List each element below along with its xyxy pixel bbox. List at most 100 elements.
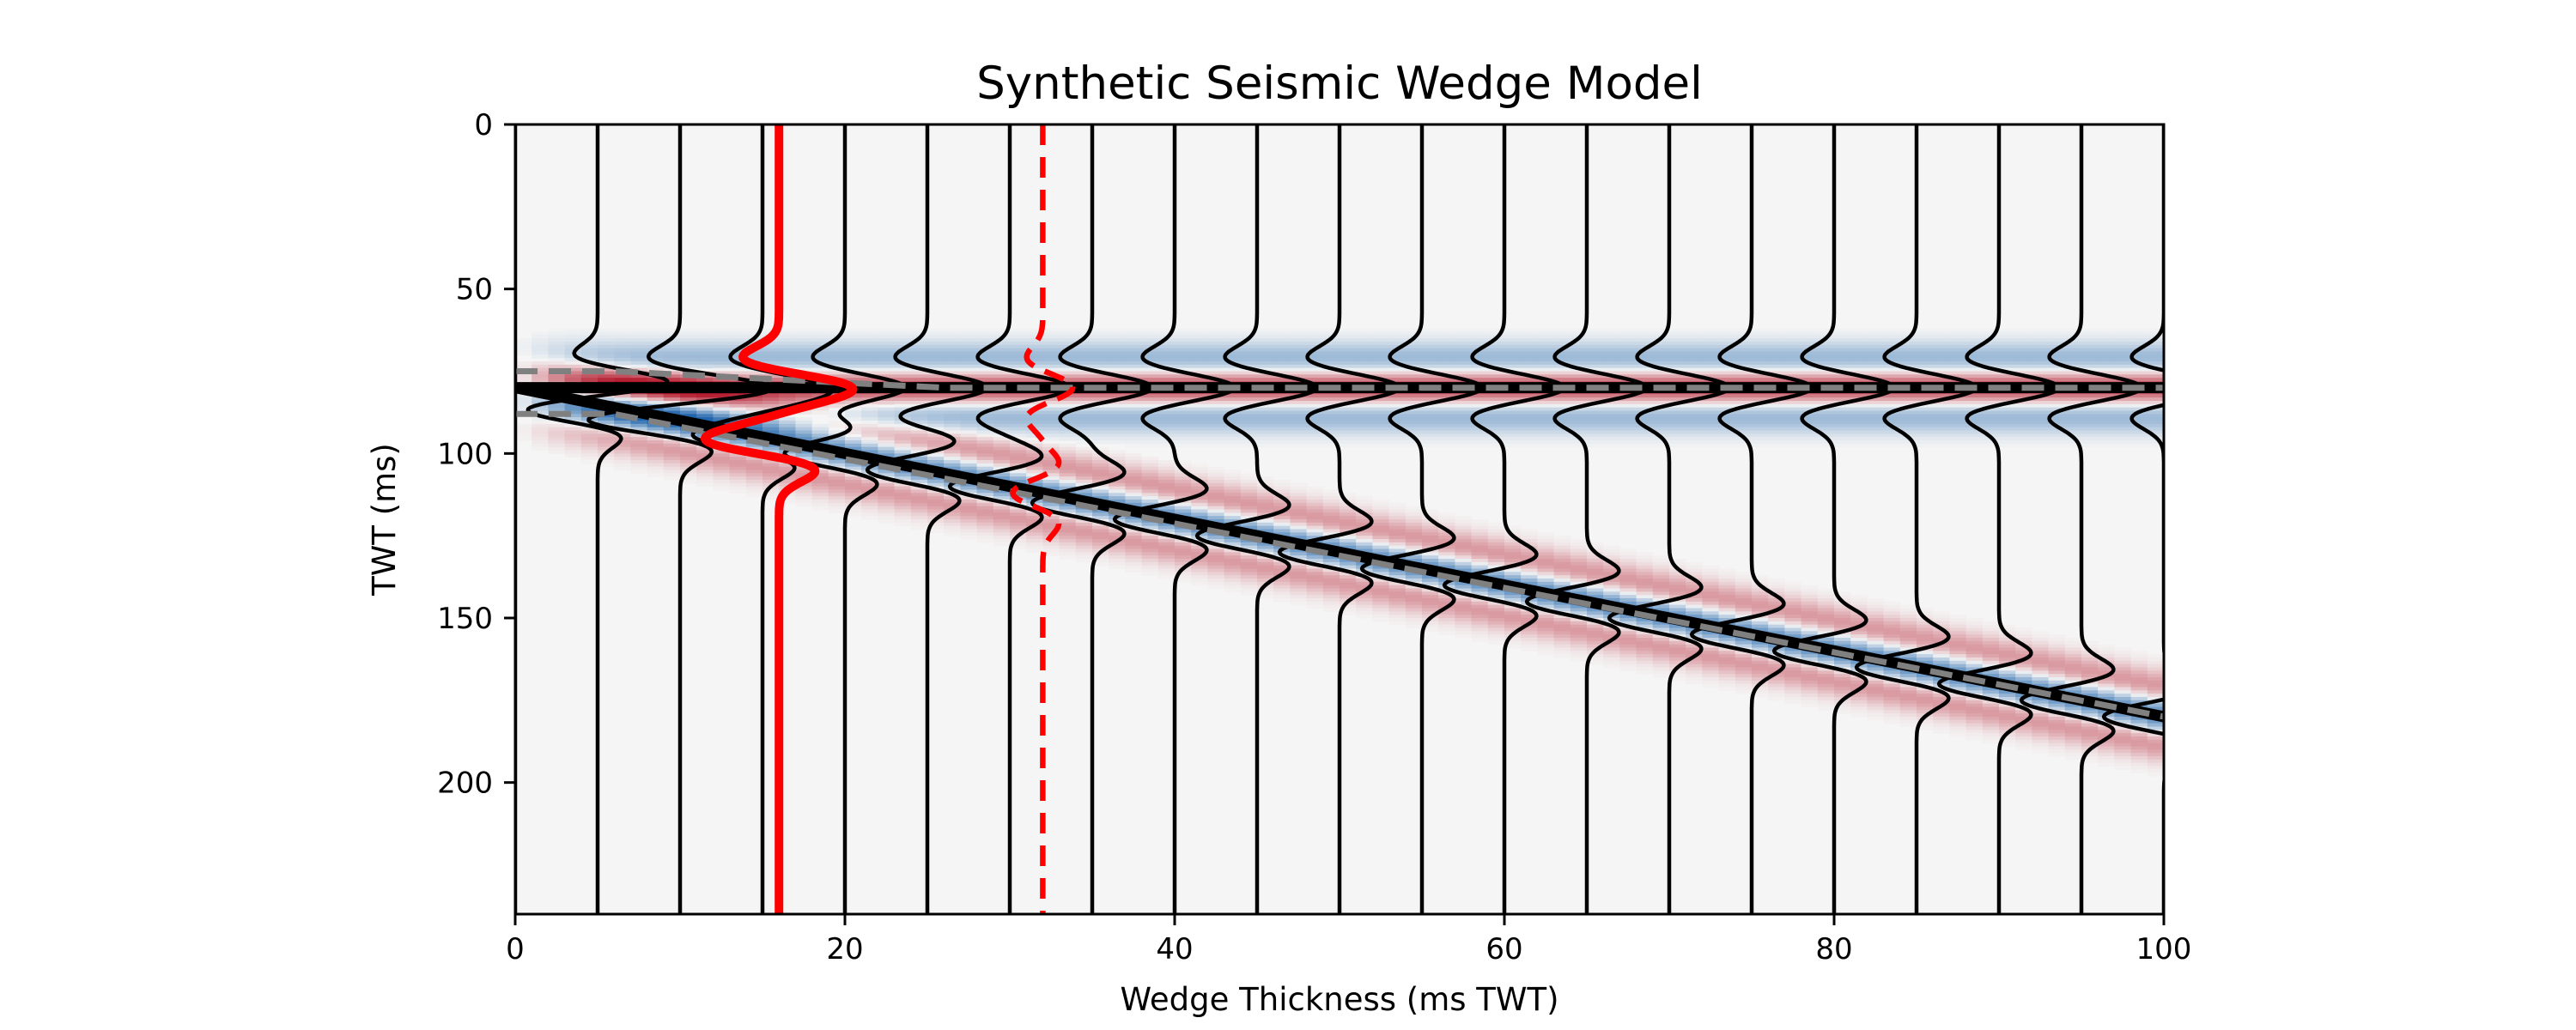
heatmap-cell <box>845 476 862 481</box>
heatmap-cell <box>1273 575 1291 579</box>
heatmap-cell <box>1718 654 1736 658</box>
heatmap-cell <box>1587 378 1604 382</box>
heatmap-cell <box>1010 367 1027 373</box>
heatmap-cell <box>1587 660 1604 665</box>
heatmap-cell <box>1356 423 1373 428</box>
heatmap-cell <box>1455 634 1473 639</box>
heatmap-cell <box>532 410 549 415</box>
heatmap-cell <box>1455 536 1473 540</box>
heatmap-cell <box>1735 401 1753 405</box>
heatmap-cell <box>1405 522 1423 527</box>
heatmap-cell <box>1652 640 1670 645</box>
heatmap-cell <box>1438 631 1455 635</box>
heatmap-cell <box>1619 660 1637 665</box>
heatmap-cell <box>845 443 862 448</box>
heatmap-cell <box>1504 351 1522 355</box>
heatmap-cell <box>795 354 813 359</box>
heatmap-cell <box>1652 624 1670 629</box>
heatmap-cell <box>1652 663 1670 669</box>
heatmap-cell <box>1438 331 1455 336</box>
heatmap-cell <box>1273 421 1291 425</box>
heatmap-cell <box>1537 575 1555 579</box>
heatmap-cell <box>795 473 813 477</box>
heatmap-cell <box>1157 522 1176 527</box>
heatmap-cell <box>910 460 928 464</box>
heatmap-cell <box>1570 427 1588 432</box>
heatmap-cell <box>1587 335 1604 339</box>
heatmap-cell <box>1175 364 1192 369</box>
heatmap-cell <box>811 433 829 438</box>
heatmap-cell <box>1521 542 1538 547</box>
heatmap-cell <box>1471 335 1489 339</box>
heatmap-cell <box>894 414 912 418</box>
heatmap-cell <box>1290 486 1308 491</box>
heatmap-cell <box>1026 354 1043 359</box>
heatmap-cell <box>927 476 945 481</box>
heatmap-cell <box>1422 417 1439 421</box>
heatmap-cell <box>1652 575 1670 579</box>
heatmap-cell <box>1669 670 1686 675</box>
heatmap-cell <box>1752 335 1769 339</box>
heatmap-cell <box>1768 683 1785 688</box>
heatmap-cell <box>878 401 896 405</box>
heatmap-cell <box>1471 443 1489 448</box>
heatmap-cell <box>1010 397 1027 402</box>
heatmap-cell <box>1636 670 1654 675</box>
heatmap-cell <box>515 344 532 349</box>
heatmap-cell <box>927 331 945 336</box>
heatmap-cell <box>1290 361 1308 366</box>
heatmap-cell <box>1356 548 1373 553</box>
heatmap-cell <box>1109 561 1126 566</box>
heatmap-cell <box>1125 328 1143 333</box>
heatmap-cell <box>1652 354 1670 359</box>
heatmap-cell <box>1686 443 1703 448</box>
heatmap-cell <box>1455 423 1473 428</box>
heatmap-cell <box>696 397 714 402</box>
heatmap-cell <box>1553 397 1571 402</box>
heatmap-cell <box>1207 548 1225 553</box>
heatmap-cell <box>1075 371 1093 375</box>
heatmap-cell <box>1191 482 1208 488</box>
heatmap-cell <box>729 457 747 461</box>
heatmap-cell <box>779 394 796 398</box>
heatmap-cell <box>1438 342 1455 346</box>
heatmap-cell <box>1306 421 1324 425</box>
heatmap-cell <box>614 348 631 353</box>
heatmap-cell <box>1735 581 1753 586</box>
heatmap-cell <box>1290 417 1308 421</box>
heatmap-cell <box>630 443 648 448</box>
heatmap-cell <box>1471 591 1489 596</box>
heatmap-cell <box>878 433 896 438</box>
heatmap-cell <box>1224 568 1242 573</box>
heatmap-cell <box>1092 457 1109 461</box>
heatmap-cell <box>1306 354 1324 359</box>
heatmap-cell <box>993 539 1011 543</box>
heatmap-cell <box>745 476 763 481</box>
heatmap-cell <box>944 407 961 412</box>
heatmap-cell <box>1075 512 1093 517</box>
heatmap-cell <box>1092 463 1109 468</box>
heatmap-cell <box>1752 374 1769 379</box>
heatmap-cell <box>1487 440 1505 445</box>
heatmap-cell <box>1422 529 1439 533</box>
heatmap-cell <box>1141 536 1159 540</box>
heatmap-cell <box>910 344 928 349</box>
heatmap-cell <box>927 364 945 369</box>
heatmap-cell <box>1686 601 1703 606</box>
heatmap-cell <box>1752 367 1769 373</box>
heatmap-cell <box>828 344 846 349</box>
heatmap-cell <box>1636 660 1654 665</box>
heatmap-cell <box>1175 367 1192 373</box>
heatmap-cell <box>1669 579 1686 583</box>
heatmap-cell <box>828 463 846 468</box>
heatmap-cell <box>1109 364 1126 369</box>
heatmap-cell <box>993 473 1011 477</box>
heatmap-cell <box>1322 516 1340 520</box>
heatmap-cell <box>927 344 945 349</box>
heatmap-cell <box>1521 552 1538 556</box>
heatmap-cell <box>1422 443 1439 448</box>
heatmap-cell <box>1587 588 1604 592</box>
heatmap-cell <box>944 532 961 536</box>
heatmap-cell <box>1553 338 1571 342</box>
heatmap-cell <box>614 328 631 333</box>
